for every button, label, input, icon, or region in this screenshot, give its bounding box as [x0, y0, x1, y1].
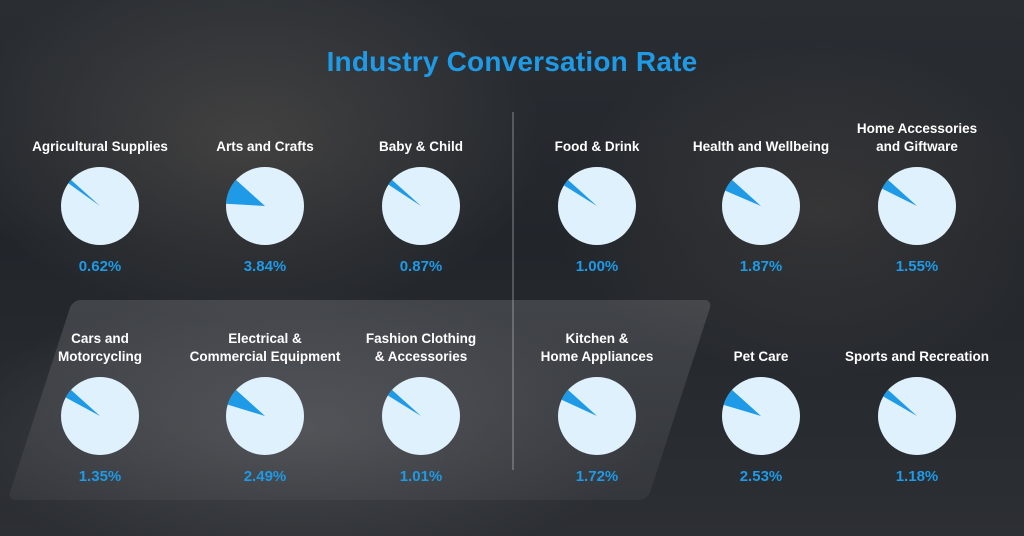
value-label: 1.35%	[78, 468, 122, 485]
pie-slice	[561, 389, 597, 416]
value-label: 1.55%	[895, 258, 939, 275]
category-label: Sports and Recreation	[832, 348, 1002, 366]
pie-chart	[722, 167, 800, 245]
category-label-line: Arts and Crafts	[216, 139, 314, 154]
pie-cell: Electrical & Commercial Equipment 2.49%	[180, 330, 350, 530]
value-label: 1.72%	[575, 468, 619, 485]
category-label: Kitchen & Home Appliances	[512, 330, 682, 366]
value-label: 0.62%	[78, 258, 122, 275]
pie-slice	[882, 179, 917, 206]
pie-slice	[563, 179, 597, 206]
category-label: Pet Care	[676, 348, 846, 366]
value-label: 1.00%	[575, 258, 619, 275]
category-label-line: Electrical &	[228, 331, 302, 346]
pie-chart	[226, 167, 304, 245]
pie-chart	[226, 377, 304, 455]
value-label: 2.49%	[243, 468, 287, 485]
pie-slice	[226, 179, 265, 206]
pie-cell: Home Accessories and Giftware 1.55%	[832, 120, 1002, 320]
pie-chart	[878, 377, 956, 455]
value-label: 2.53%	[739, 468, 783, 485]
category-label-line: Commercial Equipment	[189, 349, 341, 364]
category-label-line: Health and Wellbeing	[692, 139, 830, 154]
chart-title: Industry Conversation Rate	[326, 46, 698, 77]
category-label: Food & Drink	[512, 138, 682, 156]
value-label: 1.87%	[739, 258, 783, 275]
category-label-line: Agricultural Supplies	[32, 139, 168, 154]
pie-slice	[883, 389, 917, 416]
pie-cell: Arts and Crafts 3.84%	[180, 120, 350, 320]
pie-cell: Health and Wellbeing 1.87%	[676, 120, 846, 320]
pie-slice	[723, 389, 761, 416]
pie-chart	[722, 377, 800, 455]
pie-cell: Fashion Clothing & Accessories 1.01%	[336, 330, 506, 530]
pie-cell: Food & Drink 1.00%	[512, 120, 682, 320]
pie-chart	[558, 377, 636, 455]
pie-cell: Sports and Recreation 1.18%	[832, 330, 1002, 530]
category-label: Cars and Motorcycling	[15, 330, 185, 366]
category-label-line: & Accessories	[374, 349, 468, 364]
value-label: 0.87%	[399, 258, 443, 275]
value-label: 3.84%	[243, 258, 287, 275]
category-label-line: Kitchen &	[565, 331, 629, 346]
value-label: 1.18%	[895, 468, 939, 485]
category-label-line: and Giftware	[876, 139, 958, 154]
pie-slice	[725, 179, 761, 206]
category-label-line: Fashion Clothing	[365, 331, 477, 346]
category-label: Agricultural Supplies	[15, 138, 185, 156]
pie-chart	[61, 167, 139, 245]
pie-chart	[558, 167, 636, 245]
category-label: Baby & Child	[336, 138, 506, 156]
value-label: 1.01%	[399, 468, 443, 485]
pie-chart	[382, 377, 460, 455]
pie-slice	[227, 389, 265, 416]
category-label-line: Home Appliances	[540, 349, 654, 364]
category-label-line: Baby & Child	[378, 139, 463, 154]
category-label: Health and Wellbeing	[676, 138, 846, 156]
category-label-line: Pet Care	[733, 349, 789, 364]
column-divider	[512, 112, 514, 470]
pie-slice	[65, 389, 100, 416]
category-label: Home Accessories and Giftware	[832, 120, 1002, 156]
category-label-line: Cars and	[71, 331, 129, 346]
category-label-line: Food & Drink	[554, 139, 640, 154]
category-label-line: Motorcycling	[57, 349, 142, 364]
pie-chart	[382, 167, 460, 245]
pie-slice	[387, 389, 421, 416]
pie-cell: Kitchen & Home Appliances 1.72%	[512, 330, 682, 530]
pie-cell: Agricultural Supplies 0.62%	[15, 120, 185, 320]
pie-chart	[61, 377, 139, 455]
pie-slice	[68, 179, 100, 206]
category-label: Electrical & Commercial Equipment	[180, 330, 350, 366]
pie-cell: Cars and Motorcycling 1.35%	[15, 330, 185, 530]
category-label-line: Home Accessories	[856, 121, 978, 136]
pie-slice	[388, 179, 421, 206]
category-label-line: Sports and Recreation	[844, 349, 990, 364]
pie-cell: Pet Care 2.53%	[676, 330, 846, 530]
pie-chart	[878, 167, 956, 245]
pie-cell: Baby & Child 0.87%	[336, 120, 506, 320]
category-label: Arts and Crafts	[180, 138, 350, 156]
category-label: Fashion Clothing & Accessories	[336, 330, 506, 366]
